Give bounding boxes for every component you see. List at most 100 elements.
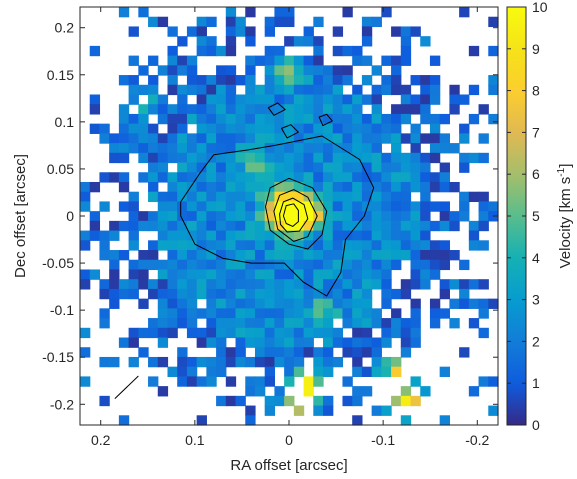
heatmap-cell bbox=[352, 395, 363, 407]
heatmap-cell bbox=[284, 308, 295, 319]
heatmap-cell bbox=[429, 240, 441, 251]
heatmap-cell bbox=[342, 104, 353, 115]
heatmap-cell bbox=[323, 65, 334, 76]
heatmap-cell bbox=[361, 211, 373, 222]
heatmap-cell bbox=[293, 201, 305, 212]
heatmap-cell bbox=[391, 181, 402, 193]
velocity-heatmap bbox=[80, 7, 499, 426]
heatmap-cell bbox=[245, 55, 256, 66]
heatmap-cell bbox=[468, 318, 480, 329]
heatmap-cell bbox=[216, 288, 227, 300]
heatmap-cell bbox=[293, 279, 305, 290]
heatmap-cell bbox=[186, 269, 198, 280]
heatmap-cell bbox=[429, 250, 441, 261]
heatmap-cell bbox=[216, 220, 227, 232]
heatmap-cell bbox=[439, 133, 450, 144]
heatmap-cell bbox=[157, 288, 169, 300]
heatmap-cell bbox=[352, 220, 363, 232]
heatmap-cell bbox=[274, 318, 285, 329]
heatmap-cell bbox=[167, 259, 178, 271]
heatmap-cell bbox=[400, 152, 412, 164]
heatmap-cell bbox=[400, 94, 412, 105]
heatmap-cell bbox=[245, 152, 256, 164]
heatmap-cell bbox=[186, 211, 198, 222]
heatmap-cell bbox=[245, 279, 256, 290]
heatmap-cell bbox=[177, 55, 188, 66]
heatmap-cell bbox=[167, 55, 178, 66]
heatmap-cell bbox=[177, 201, 188, 212]
heatmap-cell bbox=[361, 94, 373, 105]
heatmap-cell bbox=[157, 191, 169, 203]
heatmap-cell bbox=[264, 113, 276, 125]
heatmap-cell bbox=[400, 395, 412, 407]
heatmap-cell bbox=[284, 181, 295, 193]
heatmap-cell bbox=[109, 279, 120, 290]
heatmap-cell bbox=[439, 308, 450, 319]
heatmap-cell bbox=[274, 84, 285, 96]
heatmap-cell bbox=[284, 143, 295, 154]
heatmap-cell bbox=[293, 36, 305, 47]
heatmap-cell bbox=[361, 16, 373, 28]
heatmap-cell bbox=[128, 113, 139, 125]
heatmap-cell bbox=[332, 230, 344, 241]
heatmap-cell bbox=[400, 26, 412, 37]
heatmap-cell bbox=[216, 230, 227, 241]
heatmap-cell bbox=[216, 347, 227, 358]
heatmap-cell bbox=[332, 181, 344, 193]
heatmap-cell bbox=[254, 123, 266, 134]
colorbar-label-main: Velocity [km s bbox=[557, 177, 574, 269]
heatmap-cell bbox=[245, 181, 256, 193]
heatmap-cell bbox=[352, 191, 363, 203]
heatmap-cell bbox=[400, 327, 412, 339]
heatmap-cell bbox=[245, 308, 256, 319]
heatmap-cell bbox=[371, 143, 382, 154]
heatmap-cell bbox=[196, 240, 207, 251]
heatmap-cell bbox=[381, 405, 392, 416]
heatmap-cell bbox=[167, 152, 178, 164]
heatmap-cell bbox=[459, 288, 470, 300]
heatmap-cell bbox=[264, 298, 276, 309]
heatmap-cell bbox=[128, 211, 139, 222]
heatmap-cell bbox=[196, 211, 207, 222]
heatmap-cell bbox=[235, 240, 246, 251]
heatmap-cell bbox=[323, 298, 334, 309]
heatmap-cell bbox=[89, 123, 101, 134]
heatmap-cell bbox=[99, 395, 110, 407]
heatmap-cell bbox=[323, 405, 334, 416]
heatmap-cell bbox=[429, 308, 441, 319]
heatmap-cell bbox=[274, 162, 285, 173]
heatmap-cell bbox=[109, 220, 120, 232]
heatmap-cell bbox=[323, 279, 334, 290]
heatmap-cell bbox=[235, 143, 246, 154]
heatmap-cell bbox=[206, 172, 217, 183]
heatmap-cell bbox=[245, 172, 256, 183]
heatmap-cell bbox=[235, 181, 246, 193]
heatmap-cell bbox=[303, 259, 314, 271]
heatmap-cell bbox=[274, 240, 285, 251]
heatmap-cell bbox=[361, 172, 373, 183]
heatmap-cell bbox=[109, 250, 120, 261]
heatmap-cell bbox=[274, 347, 285, 358]
heatmap-cell bbox=[313, 376, 324, 387]
heatmap-cell bbox=[361, 113, 373, 125]
heatmap-cell bbox=[80, 240, 91, 251]
heatmap-cell bbox=[293, 191, 305, 203]
heatmap-cell bbox=[371, 16, 382, 28]
heatmap-cell bbox=[459, 347, 470, 358]
heatmap-cell bbox=[400, 191, 412, 203]
heatmap-cell bbox=[371, 337, 382, 348]
heatmap-cell bbox=[274, 94, 285, 105]
heatmap-cell bbox=[206, 220, 217, 232]
heatmap-cell bbox=[109, 288, 120, 300]
heatmap-cell bbox=[274, 337, 285, 348]
heatmap-cell bbox=[225, 7, 237, 18]
heatmap-cell bbox=[138, 123, 149, 134]
heatmap-cell bbox=[391, 230, 402, 241]
heatmap-cell bbox=[371, 65, 382, 76]
heatmap-cell bbox=[478, 220, 489, 232]
heatmap-cell bbox=[429, 55, 441, 66]
heatmap-cell bbox=[245, 356, 256, 368]
heatmap-cell bbox=[323, 84, 334, 96]
heatmap-cell bbox=[177, 84, 188, 96]
heatmap-cell bbox=[274, 191, 285, 203]
